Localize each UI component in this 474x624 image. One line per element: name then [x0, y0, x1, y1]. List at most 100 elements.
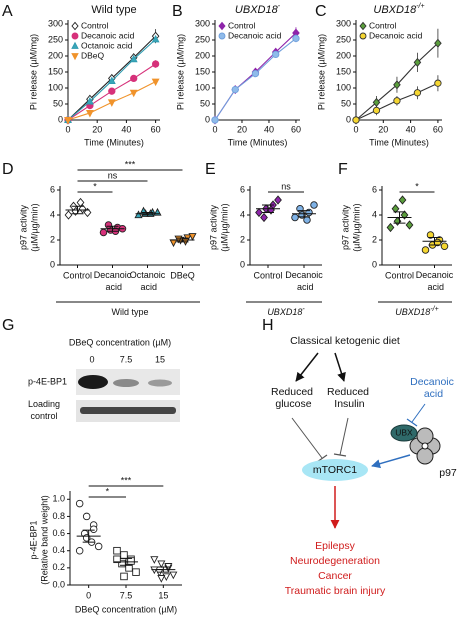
marker	[291, 213, 299, 222]
panel-letter: H	[262, 317, 274, 334]
mtorc1-node	[302, 459, 368, 481]
marker	[413, 57, 422, 67]
y-tick-label: 4	[50, 209, 55, 219]
y-tick-label: 150	[48, 66, 63, 76]
marker	[274, 195, 282, 205]
marker	[89, 525, 98, 534]
significance-label: *	[93, 181, 97, 191]
marker	[405, 220, 414, 230]
significance-label: ***	[121, 475, 132, 485]
marker	[151, 34, 160, 43]
x-tick-label: 40	[406, 124, 416, 134]
y-tick-label: 300	[195, 18, 210, 28]
y-tick-label: 50	[200, 98, 210, 108]
panel-letter: D	[2, 161, 14, 178]
marker	[413, 89, 422, 97]
title: UBXD18-	[267, 306, 305, 318]
marker	[75, 499, 84, 508]
marker	[218, 21, 226, 31]
title-text: Wild type	[91, 4, 136, 16]
significance-label: *	[106, 486, 110, 496]
marker	[421, 246, 430, 254]
y-tick-label: 0.2	[52, 562, 65, 572]
outcome: Traumatic brain injury	[285, 585, 386, 597]
panel-letter: A	[2, 3, 13, 20]
title-superscript: -/+	[416, 3, 424, 10]
x-tick-label: 15	[158, 590, 168, 600]
title: Wild type	[91, 4, 136, 16]
panel-letters: A B C D E F G H	[2, 3, 348, 334]
marker	[151, 60, 160, 68]
legend-label: Control	[369, 20, 397, 30]
y-axis-label: (µM/µg/min)	[29, 203, 39, 251]
marker	[359, 21, 367, 31]
node-label: Reduced glucose	[271, 386, 313, 410]
y-tick-label: 150	[336, 66, 351, 76]
y-axis-label: p97 activity	[208, 204, 218, 250]
diagram: Classical ketogenic diet Reduced glucose…	[271, 335, 457, 597]
x-tick-label: DBeQ	[170, 270, 195, 280]
ubx-domain	[390, 424, 418, 442]
x-tick-label: Control	[63, 270, 92, 280]
y-tick-label: 2	[50, 234, 55, 244]
node-label: Classical ketogenic diet	[290, 335, 400, 347]
marker	[272, 50, 280, 59]
marker	[372, 106, 381, 115]
node-label: Reduced Insulin	[327, 386, 369, 410]
significance-label: ns	[108, 170, 118, 180]
p97-icon	[409, 427, 441, 465]
marker	[359, 32, 367, 40]
x-axis-label: Time (Minutes)	[228, 137, 288, 147]
marker	[188, 233, 197, 241]
x-tick-label: 60	[433, 124, 443, 134]
y-axis-label: (µM/µg/min)	[219, 203, 229, 251]
arrow	[295, 352, 319, 382]
y-axis-label: Pi release (µM/mg)	[316, 34, 326, 110]
y-tick-label: 2	[372, 234, 377, 244]
x-tick-label: Decanoic acid	[285, 270, 323, 292]
significance-label: *	[415, 181, 419, 191]
marker	[231, 85, 239, 94]
x-tick-label: 20	[378, 124, 388, 134]
y-tick-label: 0.8	[52, 511, 65, 521]
marker	[400, 210, 409, 220]
legend-label: Octanoic acid	[81, 40, 133, 50]
lane-label: 0	[89, 354, 94, 364]
y-tick-label: 100	[195, 82, 210, 92]
marker	[434, 79, 442, 87]
title: UBXD18-/+	[395, 306, 438, 318]
y-tick-label: 50	[53, 98, 63, 108]
x-tick-label: Control	[385, 270, 414, 280]
marker	[129, 54, 138, 63]
marker	[169, 571, 178, 580]
y-tick-label: 100	[48, 82, 63, 92]
y-tick-label: 1.0	[52, 494, 65, 504]
y-tick-label: 0	[346, 114, 351, 124]
y-axis-label: (Relative band weight)	[39, 495, 49, 585]
node-label: p97	[439, 467, 457, 479]
series-line	[214, 37, 297, 121]
marker	[251, 69, 260, 78]
legend-label: Control	[228, 20, 256, 30]
marker	[440, 242, 449, 250]
legend-label: Decanoic acid	[369, 30, 423, 40]
band	[78, 375, 108, 389]
y-axis-label: p-4E-BP1	[28, 520, 38, 559]
title-superscript: -/+	[430, 306, 438, 313]
title-text: UBXD18	[235, 4, 279, 16]
x-tick-label: 0	[86, 590, 91, 600]
blot: DBeQ concentration (µM) 0 7.5 15 p-4E-BP…	[28, 337, 180, 422]
y-axis-label: Pi release (µM/mg)	[175, 34, 185, 110]
marker	[310, 201, 318, 209]
band	[80, 407, 176, 414]
y-axis-label: Pi release (µM/mg)	[28, 34, 38, 110]
marker	[398, 195, 407, 205]
y-tick-label: 250	[48, 34, 63, 44]
x-axis-label: DBeQ concentration (µM)	[75, 604, 177, 614]
marker	[292, 34, 300, 43]
legend-label: Decanoic acid	[81, 30, 135, 40]
marker	[75, 546, 84, 555]
marker	[130, 74, 138, 83]
marker	[82, 512, 91, 521]
y-tick-label: 0	[58, 114, 63, 124]
